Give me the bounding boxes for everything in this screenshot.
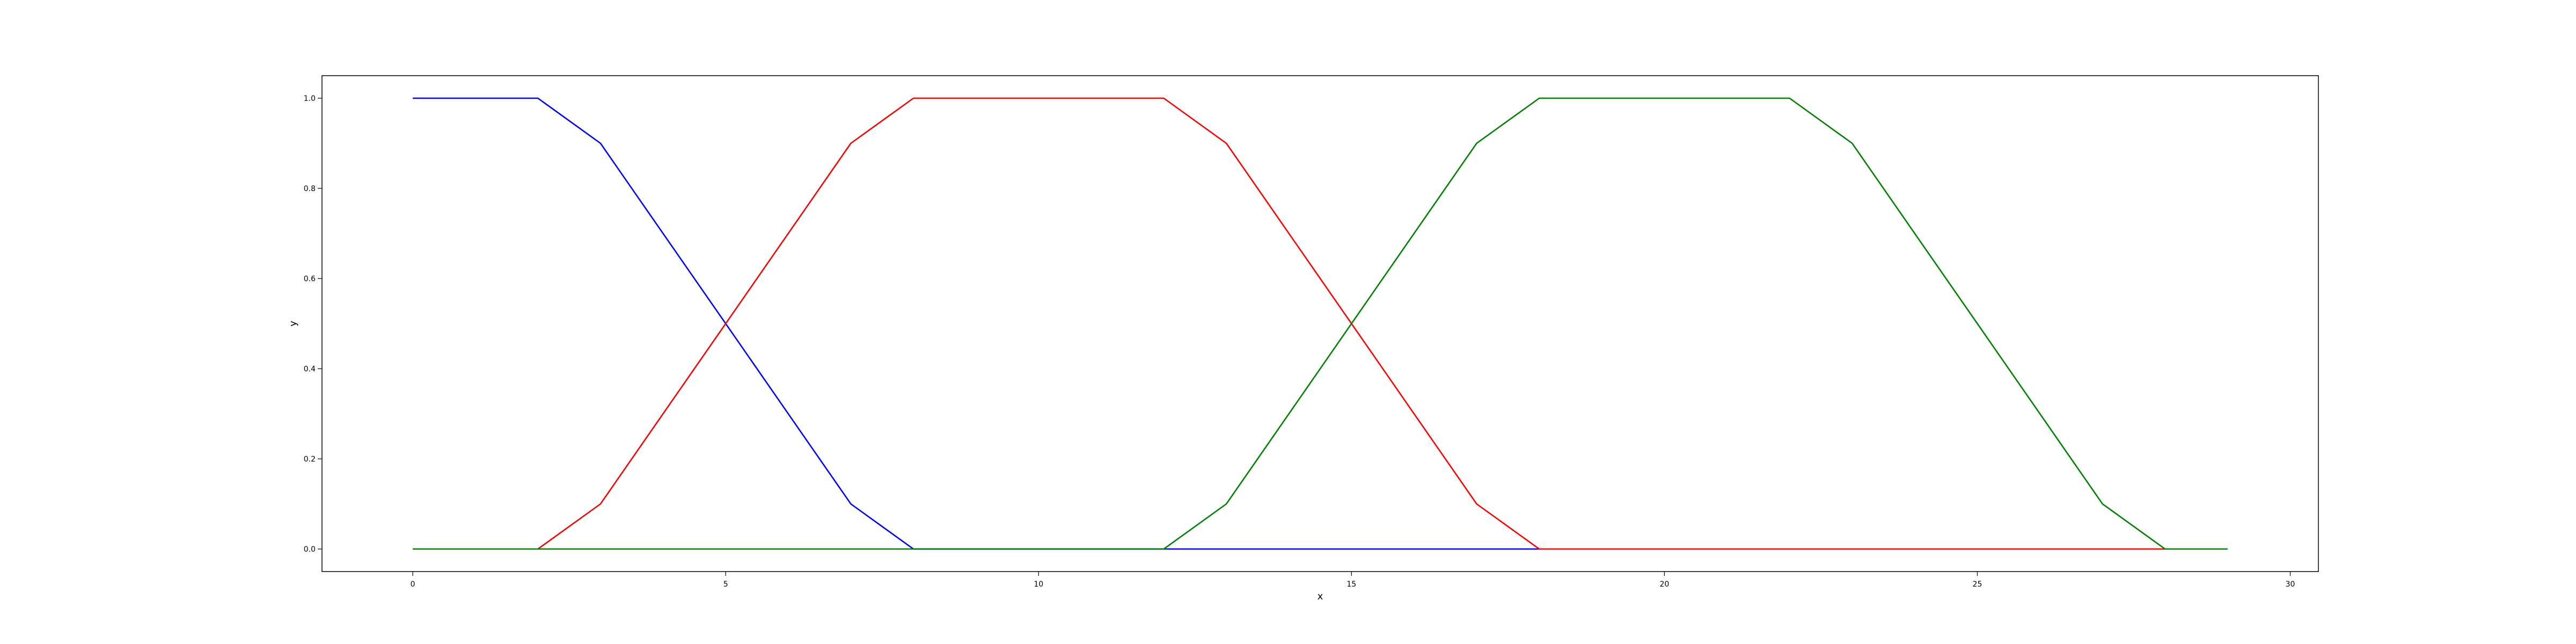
x-tick-label: 10	[1034, 580, 1043, 589]
y-tick-label: 0.6	[304, 275, 316, 283]
series-line-1	[413, 97, 1540, 550]
y-axis-label: y	[288, 320, 299, 326]
y-tick-label: 0.4	[304, 365, 316, 374]
x-tick-label: 30	[2286, 580, 2295, 589]
x-axis-label: x	[1318, 591, 1323, 602]
x-axis-ticks: 0 5 10 15 20 25 30	[411, 572, 2295, 589]
plot-area-frame	[321, 75, 2319, 572]
series-line-3	[413, 97, 2228, 550]
y-tick-label: 0.8	[304, 185, 316, 193]
x-tick-label: 20	[1659, 580, 1669, 589]
y-tick-label: 0.0	[304, 545, 316, 554]
x-tick-label: 5	[723, 580, 728, 589]
x-tick-label: 15	[1346, 580, 1356, 589]
y-tick-label: 0.2	[304, 455, 316, 464]
series-layer	[413, 97, 2228, 550]
x-tick-label: 0	[411, 580, 415, 589]
x-tick-label: 25	[1973, 580, 1982, 589]
y-axis-ticks: 0.0 0.2 0.4 0.6 0.8 1.0	[304, 94, 322, 554]
y-tick-label: 1.0	[304, 94, 316, 103]
